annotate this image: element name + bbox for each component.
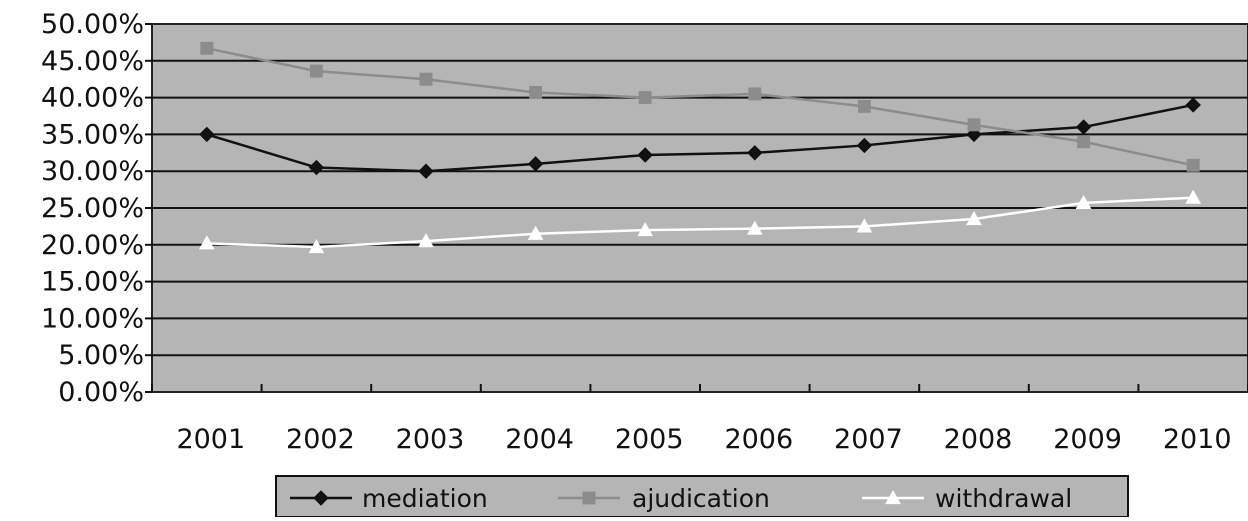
y-tick-label: 25.00% [41,193,144,224]
data-point-withdrawal [856,218,873,233]
series-withdrawal [198,189,1202,254]
legend: mediation ajudication withdrawal [275,475,1129,518]
data-point-ajudication [1186,158,1200,172]
series-group [198,41,1202,254]
data-point-withdrawal [746,220,763,235]
data-point-withdrawal [308,238,325,254]
data-point-withdrawal [418,233,434,248]
x-tick-label: 2010 [1163,424,1232,455]
data-point-ajudication [529,85,543,99]
data-point-withdrawal [637,222,654,237]
y-tick-label: 0.00% [58,377,144,408]
legend-label-withdrawal: withdrawal [935,484,1072,513]
x-tick-label: 2007 [834,424,903,455]
data-point-ajudication [419,72,433,86]
data-point-withdrawal [966,211,982,226]
plot-area [151,23,1248,393]
x-axis: 2001 2002 2003 2004 2005 2006 2007 2008 2009 2010 [151,384,1248,455]
y-tick-label: 5.00% [58,340,144,371]
x-tick-label: 2008 [944,424,1013,455]
series-line-withdrawal [206,196,1194,249]
y-tick-label: 40.00% [41,83,144,114]
data-point-withdrawal [527,225,544,240]
data-point-mediation [747,145,763,161]
series-line-ajudication [206,47,1194,167]
x-tick-label: 2009 [1053,424,1122,455]
data-point-mediation [966,126,982,143]
series-line-mediation [206,103,1194,173]
data-point-ajudication [857,99,871,113]
x-tick-label: 2006 [724,424,793,455]
data-point-withdrawal [198,235,215,250]
data-point-mediation [1185,97,1201,113]
legend-marker-withdrawal [885,489,901,505]
data-point-ajudication [309,64,323,78]
y-tick-label: 20.00% [41,230,144,261]
data-point-mediation [527,156,544,172]
legend-label-mediation: mediation [362,484,488,513]
data-point-mediation [1075,119,1092,135]
x-tick-label: 2001 [176,424,245,455]
data-point-mediation [637,147,653,163]
series-mediation [199,97,1201,179]
legend-label-ajudication: ajudication [632,484,770,513]
y-tick-label: 35.00% [41,119,144,150]
x-tick-label: 2005 [615,424,684,455]
data-point-mediation [856,137,873,154]
data-point-mediation [199,126,215,143]
y-tick-label: 45.00% [41,46,144,77]
series-ajudication [200,41,1200,172]
data-point-mediation [308,159,325,176]
data-point-ajudication [748,87,762,101]
data-point-withdrawal [1075,194,1092,209]
x-tick-label: 2002 [286,424,355,455]
x-tick-label: 2003 [396,424,465,455]
data-point-ajudication [638,91,652,105]
y-axis: 0.00% 5.00% 10.00% 15.00% 20.00% 25.00% 30.00%… [41,9,152,408]
y-tick-label: 10.00% [41,303,144,334]
y-tick-label: 15.00% [41,267,144,298]
legend-marker-ajudication [582,491,596,505]
data-point-ajudication [1077,135,1091,149]
data-point-ajudication [967,118,981,132]
legend-marker-mediation [313,490,329,506]
data-point-ajudication [200,41,214,55]
y-tick-label: 30.00% [41,156,144,187]
data-point-mediation [418,163,434,179]
x-tick-label: 2004 [505,424,574,455]
data-point-withdrawal [1185,189,1202,204]
y-tick-label: 50.00% [41,9,144,40]
